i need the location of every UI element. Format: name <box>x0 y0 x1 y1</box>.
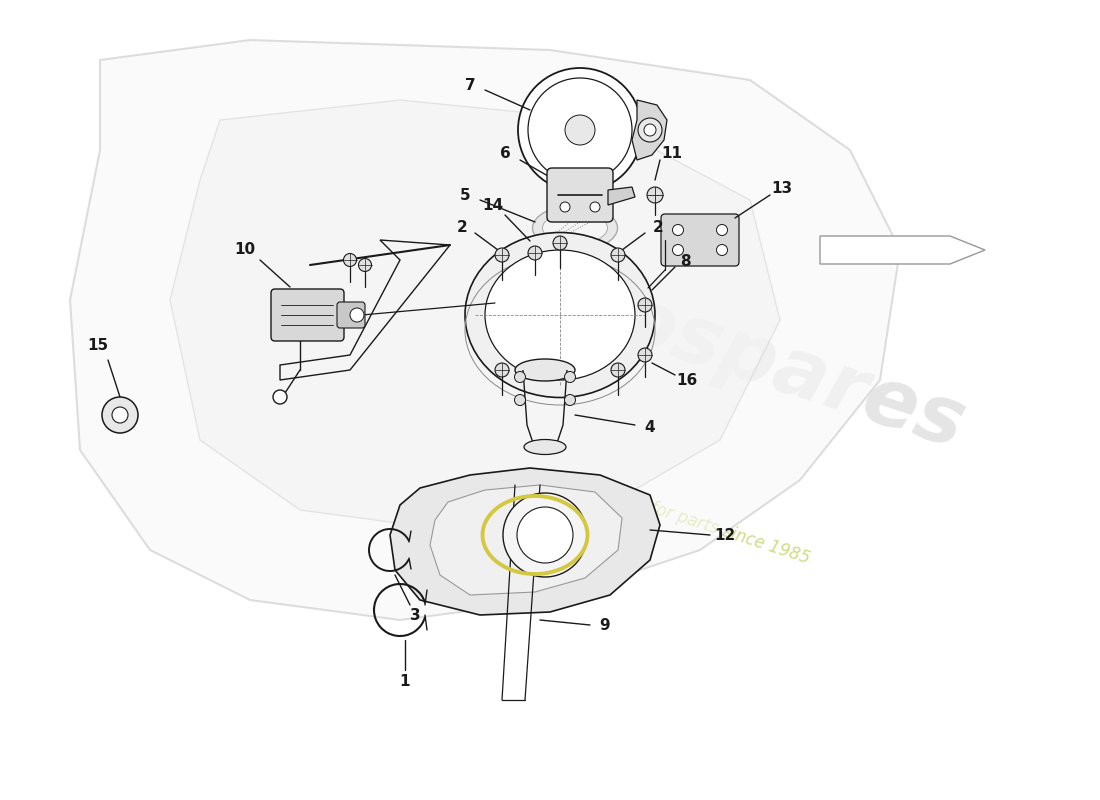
Polygon shape <box>632 100 667 160</box>
Circle shape <box>610 363 625 377</box>
Text: 9: 9 <box>600 618 610 633</box>
Text: 12: 12 <box>714 527 736 542</box>
Circle shape <box>610 248 625 262</box>
Polygon shape <box>390 468 660 615</box>
Polygon shape <box>608 187 635 205</box>
Text: 8: 8 <box>680 254 691 269</box>
Text: a passion for parts since 1985: a passion for parts since 1985 <box>568 473 812 567</box>
Text: 14: 14 <box>483 198 504 213</box>
Circle shape <box>350 308 364 322</box>
Circle shape <box>518 68 642 192</box>
Text: 7: 7 <box>464 78 475 93</box>
Circle shape <box>560 202 570 212</box>
Text: 16: 16 <box>676 373 697 387</box>
Circle shape <box>112 407 128 423</box>
Circle shape <box>564 394 575 406</box>
Ellipse shape <box>485 250 635 380</box>
Ellipse shape <box>542 212 607 244</box>
Circle shape <box>565 115 595 145</box>
Circle shape <box>528 246 542 260</box>
Text: 13: 13 <box>771 181 793 195</box>
Text: eurospares: eurospares <box>466 234 975 466</box>
Text: 2: 2 <box>652 219 663 234</box>
Text: 10: 10 <box>234 242 255 258</box>
Circle shape <box>647 187 663 203</box>
Text: 15: 15 <box>87 338 109 353</box>
Circle shape <box>564 371 575 382</box>
Circle shape <box>590 202 600 212</box>
Text: 6: 6 <box>499 146 510 161</box>
Circle shape <box>638 298 652 312</box>
Polygon shape <box>70 40 900 620</box>
Circle shape <box>716 245 727 255</box>
Text: 4: 4 <box>645 419 656 434</box>
Circle shape <box>716 225 727 235</box>
FancyBboxPatch shape <box>547 168 613 222</box>
Ellipse shape <box>515 359 575 381</box>
Circle shape <box>515 394 526 406</box>
Circle shape <box>553 236 566 250</box>
Circle shape <box>672 225 683 235</box>
Circle shape <box>343 254 356 266</box>
Circle shape <box>672 245 683 255</box>
Circle shape <box>638 118 662 142</box>
Text: 5: 5 <box>460 187 471 202</box>
Circle shape <box>273 390 287 404</box>
Circle shape <box>495 248 509 262</box>
Text: 3: 3 <box>409 607 420 622</box>
Text: 11: 11 <box>661 146 682 161</box>
Circle shape <box>495 363 509 377</box>
Circle shape <box>644 124 656 136</box>
Circle shape <box>359 258 372 271</box>
Text: 2: 2 <box>456 219 468 234</box>
FancyArrow shape <box>820 236 984 264</box>
FancyBboxPatch shape <box>271 289 344 341</box>
FancyBboxPatch shape <box>337 302 365 328</box>
Circle shape <box>638 348 652 362</box>
Polygon shape <box>430 485 622 595</box>
Ellipse shape <box>532 206 617 250</box>
Polygon shape <box>170 100 780 530</box>
Text: 1: 1 <box>399 674 410 690</box>
Ellipse shape <box>524 439 567 454</box>
Circle shape <box>515 371 526 382</box>
Circle shape <box>503 493 587 577</box>
FancyBboxPatch shape <box>661 214 739 266</box>
Circle shape <box>517 507 573 563</box>
Ellipse shape <box>465 233 654 398</box>
Circle shape <box>102 397 138 433</box>
